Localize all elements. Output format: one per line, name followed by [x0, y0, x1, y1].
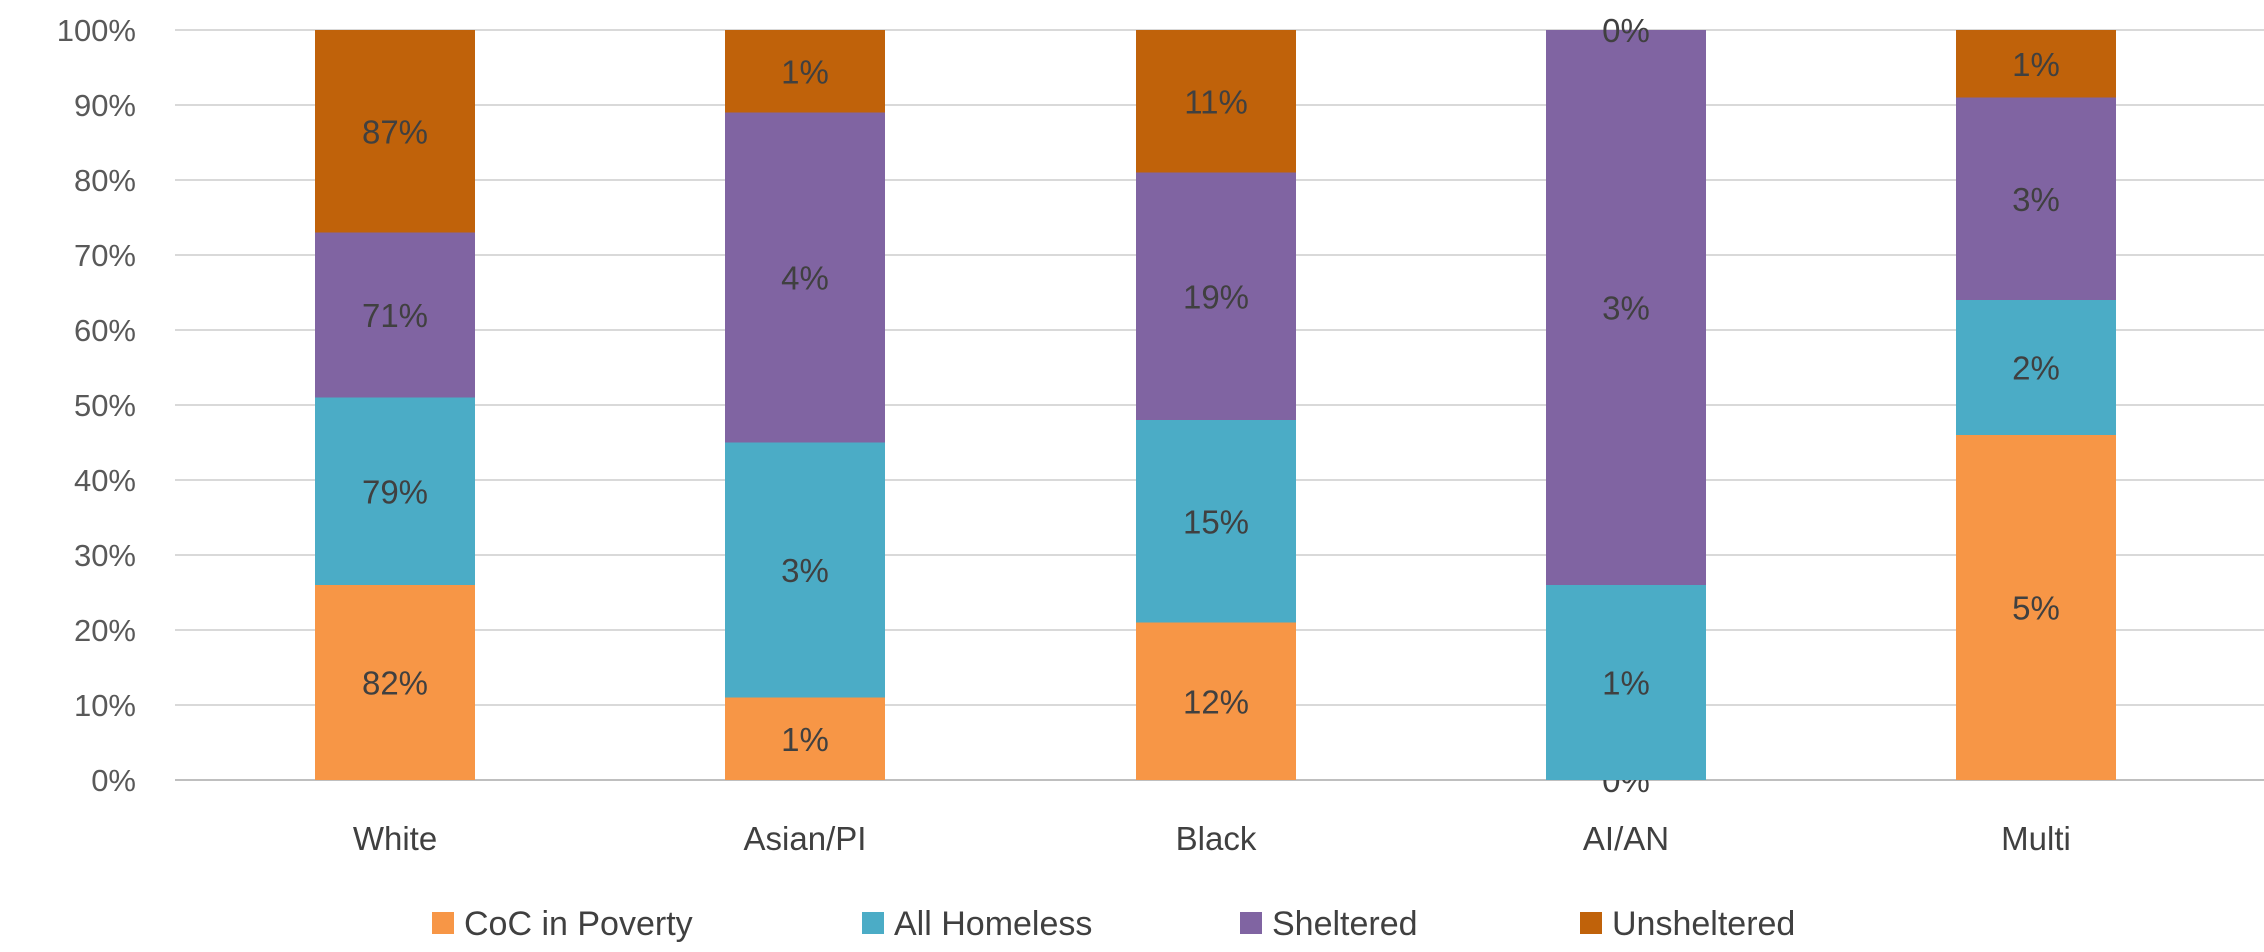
- bar-segment: [1956, 300, 2116, 435]
- data-label: 1%: [2012, 46, 2060, 83]
- bar-segment: [725, 112, 885, 443]
- legend-label: CoC in Poverty: [464, 905, 693, 943]
- bar-segment: [1136, 30, 1296, 173]
- data-label: 1%: [781, 721, 829, 758]
- legend-label: Unsheltered: [1612, 905, 1795, 943]
- data-label: 3%: [1602, 290, 1650, 327]
- data-label: 4%: [781, 260, 829, 297]
- x-tick-label: White: [353, 820, 437, 857]
- legend-label: Sheltered: [1272, 905, 1418, 943]
- legend-swatch: [1580, 912, 1602, 934]
- bar-segment: [725, 30, 885, 113]
- y-tick-label: 40%: [74, 463, 136, 498]
- data-label: 19%: [1183, 278, 1249, 315]
- y-tick-label: 0%: [91, 763, 136, 798]
- x-tick-label: Black: [1176, 820, 1257, 857]
- data-label: 87%: [362, 113, 428, 150]
- y-axis: 0% 10% 20% 30% 40% 50% 60% 70% 80% 90% 100%: [57, 13, 136, 798]
- bars: 82%79%71%87%1%3%4%1%12%15%19%11%0%1%3%0%…: [315, 12, 2116, 799]
- data-label: 11%: [1184, 83, 1248, 120]
- data-label: 3%: [781, 552, 829, 589]
- bar-segment: [315, 585, 475, 780]
- bar-segment: [315, 397, 475, 585]
- bar-segment: [1956, 435, 2116, 780]
- data-label: 79%: [362, 473, 428, 510]
- x-tick-label: AI/AN: [1583, 820, 1669, 857]
- x-axis: White Asian/PI Black AI/AN Multi: [353, 820, 2071, 857]
- legend: CoC in Poverty All Homeless Sheltered Unshe…: [432, 905, 1795, 943]
- data-label: 0%: [1602, 12, 1650, 49]
- bar-segment: [725, 697, 885, 780]
- bar-segment: [725, 442, 885, 698]
- bar-segment: [1136, 420, 1296, 623]
- y-tick-label: 50%: [74, 388, 136, 423]
- legend-swatch: [1240, 912, 1262, 934]
- y-tick-label: 100%: [57, 13, 136, 48]
- data-label: 1%: [781, 53, 829, 90]
- data-label: 71%: [362, 297, 428, 334]
- y-tick-label: 30%: [74, 538, 136, 573]
- y-tick-label: 90%: [74, 88, 136, 123]
- data-label: 5%: [2012, 590, 2060, 627]
- legend-swatch: [432, 912, 454, 934]
- data-label: 12%: [1183, 683, 1249, 720]
- bar-segment: [315, 30, 475, 233]
- legend-label: All Homeless: [894, 905, 1092, 943]
- bar-segment: [1956, 97, 2116, 300]
- data-label: 15%: [1183, 503, 1249, 540]
- data-label: 1%: [1602, 665, 1650, 702]
- bar-segment: [1136, 172, 1296, 420]
- y-tick-label: 60%: [74, 313, 136, 348]
- x-tick-label: Asian/PI: [744, 820, 867, 857]
- x-tick-label: Multi: [2001, 820, 2071, 857]
- y-tick-label: 80%: [74, 163, 136, 198]
- bar-segment: [1136, 622, 1296, 780]
- bar-segment: [1546, 30, 1706, 585]
- y-tick-label: 20%: [74, 613, 136, 648]
- data-label: 3%: [2012, 181, 2060, 218]
- data-label: 2%: [2012, 350, 2060, 387]
- bar-segment: [1546, 585, 1706, 780]
- y-tick-label: 70%: [74, 238, 136, 273]
- y-tick-label: 10%: [74, 688, 136, 723]
- data-label: 82%: [362, 665, 428, 702]
- legend-swatch: [862, 912, 884, 934]
- bar-segment: [315, 232, 475, 398]
- bar-segment: [1956, 30, 2116, 98]
